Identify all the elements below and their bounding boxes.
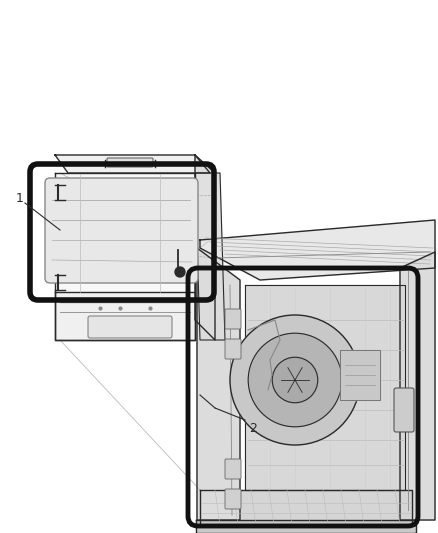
FancyBboxPatch shape: [225, 459, 241, 479]
FancyBboxPatch shape: [225, 309, 241, 329]
Text: 2: 2: [249, 422, 257, 434]
Circle shape: [230, 315, 360, 445]
Circle shape: [175, 267, 185, 277]
FancyBboxPatch shape: [225, 489, 241, 509]
FancyBboxPatch shape: [394, 388, 414, 432]
FancyBboxPatch shape: [225, 339, 241, 359]
Polygon shape: [200, 220, 435, 280]
FancyBboxPatch shape: [107, 158, 153, 167]
Polygon shape: [400, 252, 435, 520]
Polygon shape: [195, 173, 225, 340]
Polygon shape: [55, 155, 210, 173]
Polygon shape: [200, 490, 412, 525]
Polygon shape: [55, 292, 195, 340]
Circle shape: [272, 357, 318, 403]
Polygon shape: [245, 285, 405, 490]
FancyBboxPatch shape: [88, 316, 172, 338]
Circle shape: [248, 333, 342, 427]
FancyBboxPatch shape: [45, 178, 198, 283]
Text: 1: 1: [16, 191, 24, 205]
Polygon shape: [55, 173, 195, 340]
Polygon shape: [197, 248, 240, 520]
Polygon shape: [196, 520, 416, 533]
Polygon shape: [340, 350, 380, 400]
Polygon shape: [195, 155, 215, 340]
